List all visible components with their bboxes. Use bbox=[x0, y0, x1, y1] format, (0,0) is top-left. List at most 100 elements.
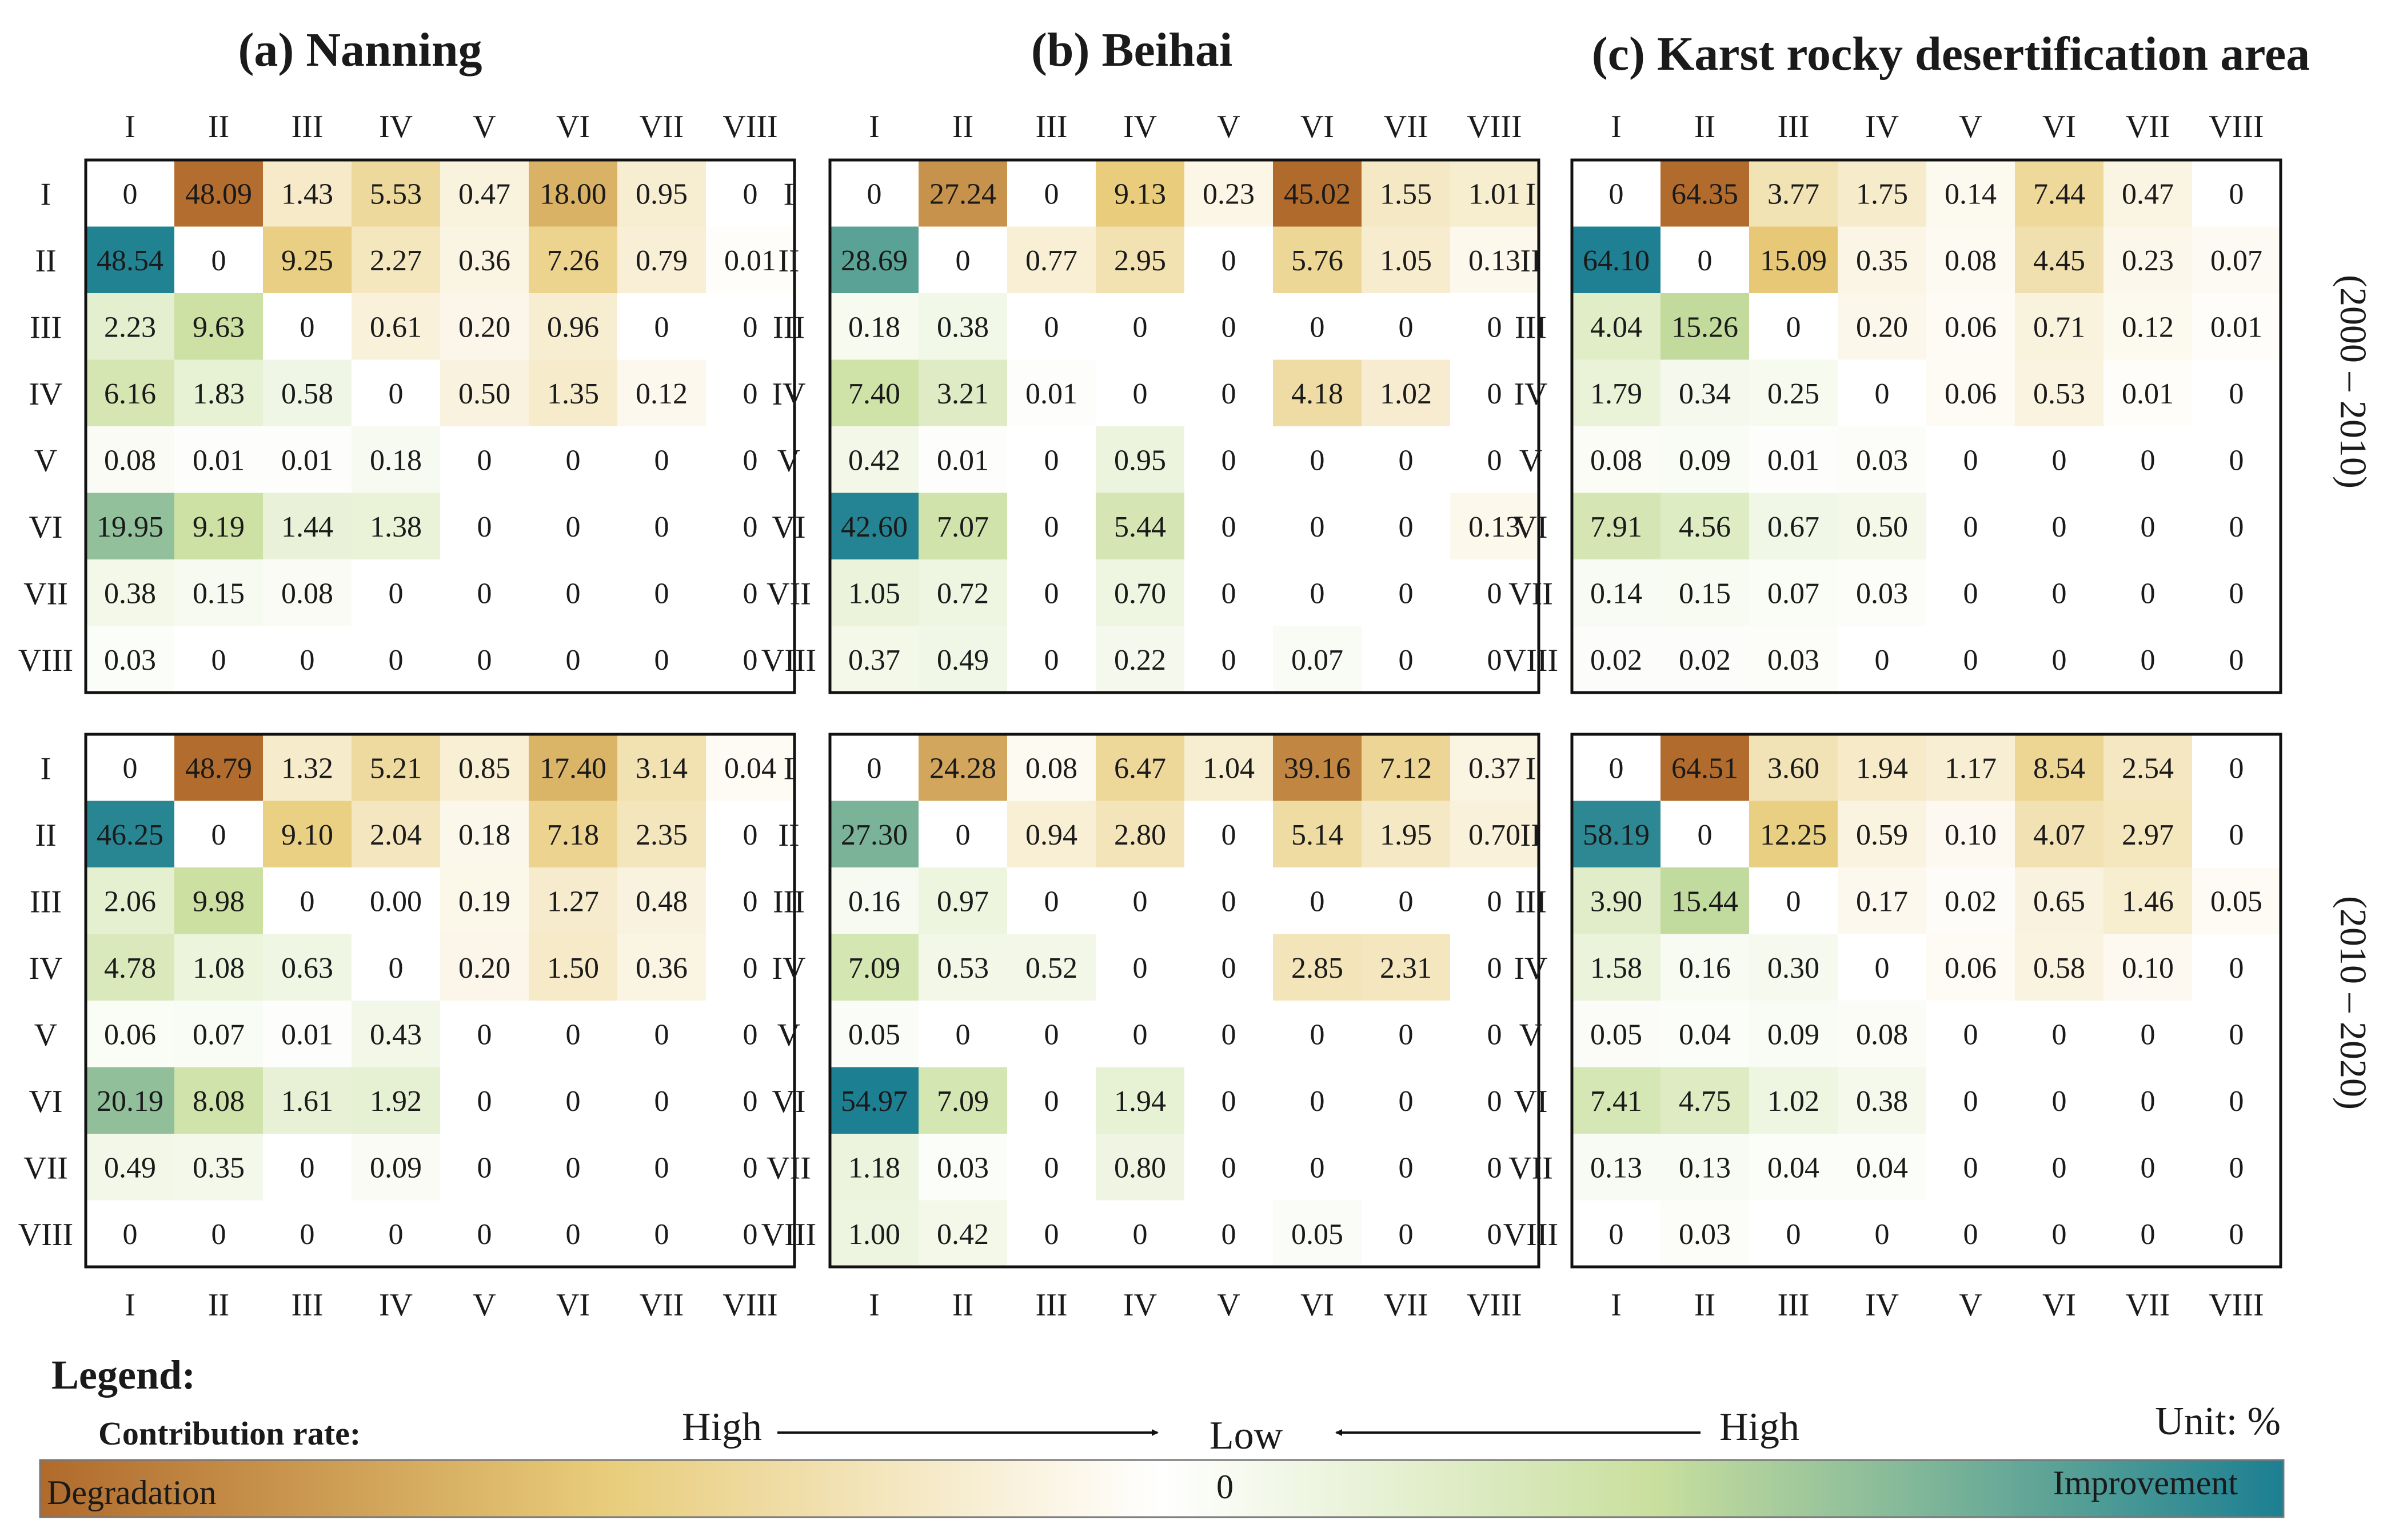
heatmap-cell bbox=[1572, 1134, 1660, 1201]
cell-value-label: 0 bbox=[1963, 577, 1978, 610]
heatmap-cell bbox=[1273, 734, 1362, 801]
heatmap-cell bbox=[352, 734, 440, 801]
heatmap-cell bbox=[617, 734, 706, 801]
heatmap-cell bbox=[1450, 801, 1539, 867]
column-tick-label: IV bbox=[1865, 1287, 1899, 1323]
panel-title-beihai: (b) Beihai bbox=[1031, 23, 1232, 77]
column-tick-label: III bbox=[1036, 1287, 1068, 1323]
heatmap-cell bbox=[1749, 1134, 1838, 1201]
cell-value-label: 0.50 bbox=[1856, 511, 1908, 543]
cell-value-label: 7.40 bbox=[848, 378, 900, 410]
cell-value-label: 0 bbox=[1786, 311, 1801, 343]
cell-value-label: 0.05 bbox=[1590, 1018, 1642, 1051]
cell-value-label: 0 bbox=[2052, 1018, 2067, 1051]
cell-value-label: 5.53 bbox=[370, 178, 422, 210]
heatmap-cell bbox=[86, 559, 174, 626]
heatmap-cell bbox=[617, 801, 706, 867]
row-tick-label: III bbox=[30, 310, 62, 345]
cell-value-label: 58.19 bbox=[1583, 819, 1650, 851]
cell-value-label: 0 bbox=[1399, 444, 1414, 477]
heatmap-cell bbox=[263, 1067, 352, 1134]
cell-value-label: 2.23 bbox=[104, 311, 156, 343]
cell-value-label: 0 bbox=[300, 1151, 315, 1184]
row-tick-label: II bbox=[778, 818, 799, 853]
heatmap-cell bbox=[1572, 1001, 1660, 1067]
row-tick-label: V bbox=[1519, 443, 1542, 478]
cell-value-label: 0 bbox=[1222, 378, 1236, 410]
heatmap-cell bbox=[830, 359, 919, 426]
cell-value-label: 0 bbox=[1698, 245, 1713, 277]
heatmap-cell bbox=[830, 1134, 919, 1201]
cell-value-label: 0 bbox=[300, 1218, 315, 1251]
heatmap-cell bbox=[1926, 934, 2015, 1001]
column-tick-label: VIII bbox=[2209, 109, 2264, 145]
cell-value-label: 7.09 bbox=[848, 952, 900, 985]
cell-value-label: 0.36 bbox=[458, 245, 510, 277]
cell-value-label: 0 bbox=[2052, 511, 2067, 543]
cell-value-label: 0 bbox=[743, 311, 758, 343]
cell-value-label: 4.18 bbox=[1291, 378, 1343, 410]
heatmap-cell bbox=[1007, 801, 1096, 867]
column-tick-label: VII bbox=[2126, 109, 2170, 145]
cell-value-label: 1.94 bbox=[1856, 752, 1908, 785]
cell-value-label: 2.54 bbox=[2122, 752, 2174, 785]
cell-value-label: 0.07 bbox=[1291, 644, 1343, 677]
cell-value-label: 0 bbox=[1133, 952, 1148, 985]
cell-value-label: 0 bbox=[1310, 1018, 1325, 1051]
heatmap-cell bbox=[440, 160, 529, 227]
heatmap-cell bbox=[919, 867, 1007, 934]
column-tick-label: I bbox=[869, 109, 880, 145]
heatmap-cell bbox=[1572, 426, 1660, 493]
column-tick-label: V bbox=[1959, 1287, 1982, 1323]
cell-value-label: 15.26 bbox=[1671, 311, 1738, 343]
cell-value-label: 0 bbox=[2229, 819, 2244, 851]
heatmap-cell bbox=[352, 493, 440, 559]
column-tick-label: VI bbox=[2042, 1287, 2076, 1323]
cell-value-label: 0 bbox=[654, 1151, 669, 1184]
cell-value-label: 0 bbox=[1222, 444, 1236, 477]
cell-value-label: 0 bbox=[389, 577, 404, 610]
cell-value-label: 0.25 bbox=[1767, 378, 1819, 410]
legend-degradation-label: Degradation bbox=[47, 1474, 217, 1511]
cell-value-label: 7.26 bbox=[547, 245, 599, 277]
cell-value-label: 0 bbox=[1487, 1018, 1502, 1051]
heatmap-cell bbox=[2103, 226, 2192, 293]
cell-value-label: 54.97 bbox=[841, 1085, 908, 1118]
cell-value-label: 0.47 bbox=[458, 178, 510, 210]
heatmap-cell bbox=[617, 867, 706, 934]
cell-value-label: 1.00 bbox=[848, 1218, 900, 1251]
column-tick-label: II bbox=[952, 109, 973, 145]
heatmap-cell bbox=[1273, 801, 1362, 867]
row-tick-label: V bbox=[34, 1017, 57, 1053]
cell-value-label: 0 bbox=[1222, 952, 1236, 985]
row-tick-label: II bbox=[1520, 243, 1541, 279]
heatmap-cell bbox=[1926, 359, 2015, 426]
heatmap-cell bbox=[1572, 867, 1660, 934]
cell-value-label: 46.25 bbox=[97, 819, 163, 851]
heatmap-cell bbox=[1450, 493, 1539, 559]
heatmap-cell bbox=[830, 934, 919, 1001]
cell-value-label: 0 bbox=[566, 1218, 581, 1251]
heatmap-cell bbox=[1362, 934, 1450, 1001]
heatmap-cell bbox=[1660, 559, 1749, 626]
heatmap-cell bbox=[174, 359, 263, 426]
cell-value-label: 0 bbox=[566, 444, 581, 477]
cell-value-label: 0.52 bbox=[1025, 952, 1077, 985]
cell-value-label: 0 bbox=[2141, 577, 2156, 610]
cell-value-label: 0.08 bbox=[281, 577, 333, 610]
cell-value-label: 0 bbox=[1786, 1218, 1801, 1251]
row-tick-label: I bbox=[41, 177, 51, 212]
heatmap-cell bbox=[1749, 226, 1838, 293]
cell-value-label: 0.67 bbox=[1767, 511, 1819, 543]
cell-value-label: 0 bbox=[1963, 1018, 1978, 1051]
heatmap-cell bbox=[1572, 559, 1660, 626]
column-tick-label: VIII bbox=[723, 1287, 777, 1323]
cell-value-label: 5.76 bbox=[1291, 245, 1343, 277]
row-tick-label: V bbox=[1519, 1017, 1542, 1053]
heatmap-cell bbox=[1273, 359, 1362, 426]
cell-value-label: 0.07 bbox=[1767, 577, 1819, 610]
column-tick-label: V bbox=[473, 109, 496, 145]
cell-value-label: 5.14 bbox=[1291, 819, 1343, 851]
heatmap-cell bbox=[1362, 734, 1450, 801]
cell-value-label: 0.05 bbox=[2210, 885, 2262, 918]
